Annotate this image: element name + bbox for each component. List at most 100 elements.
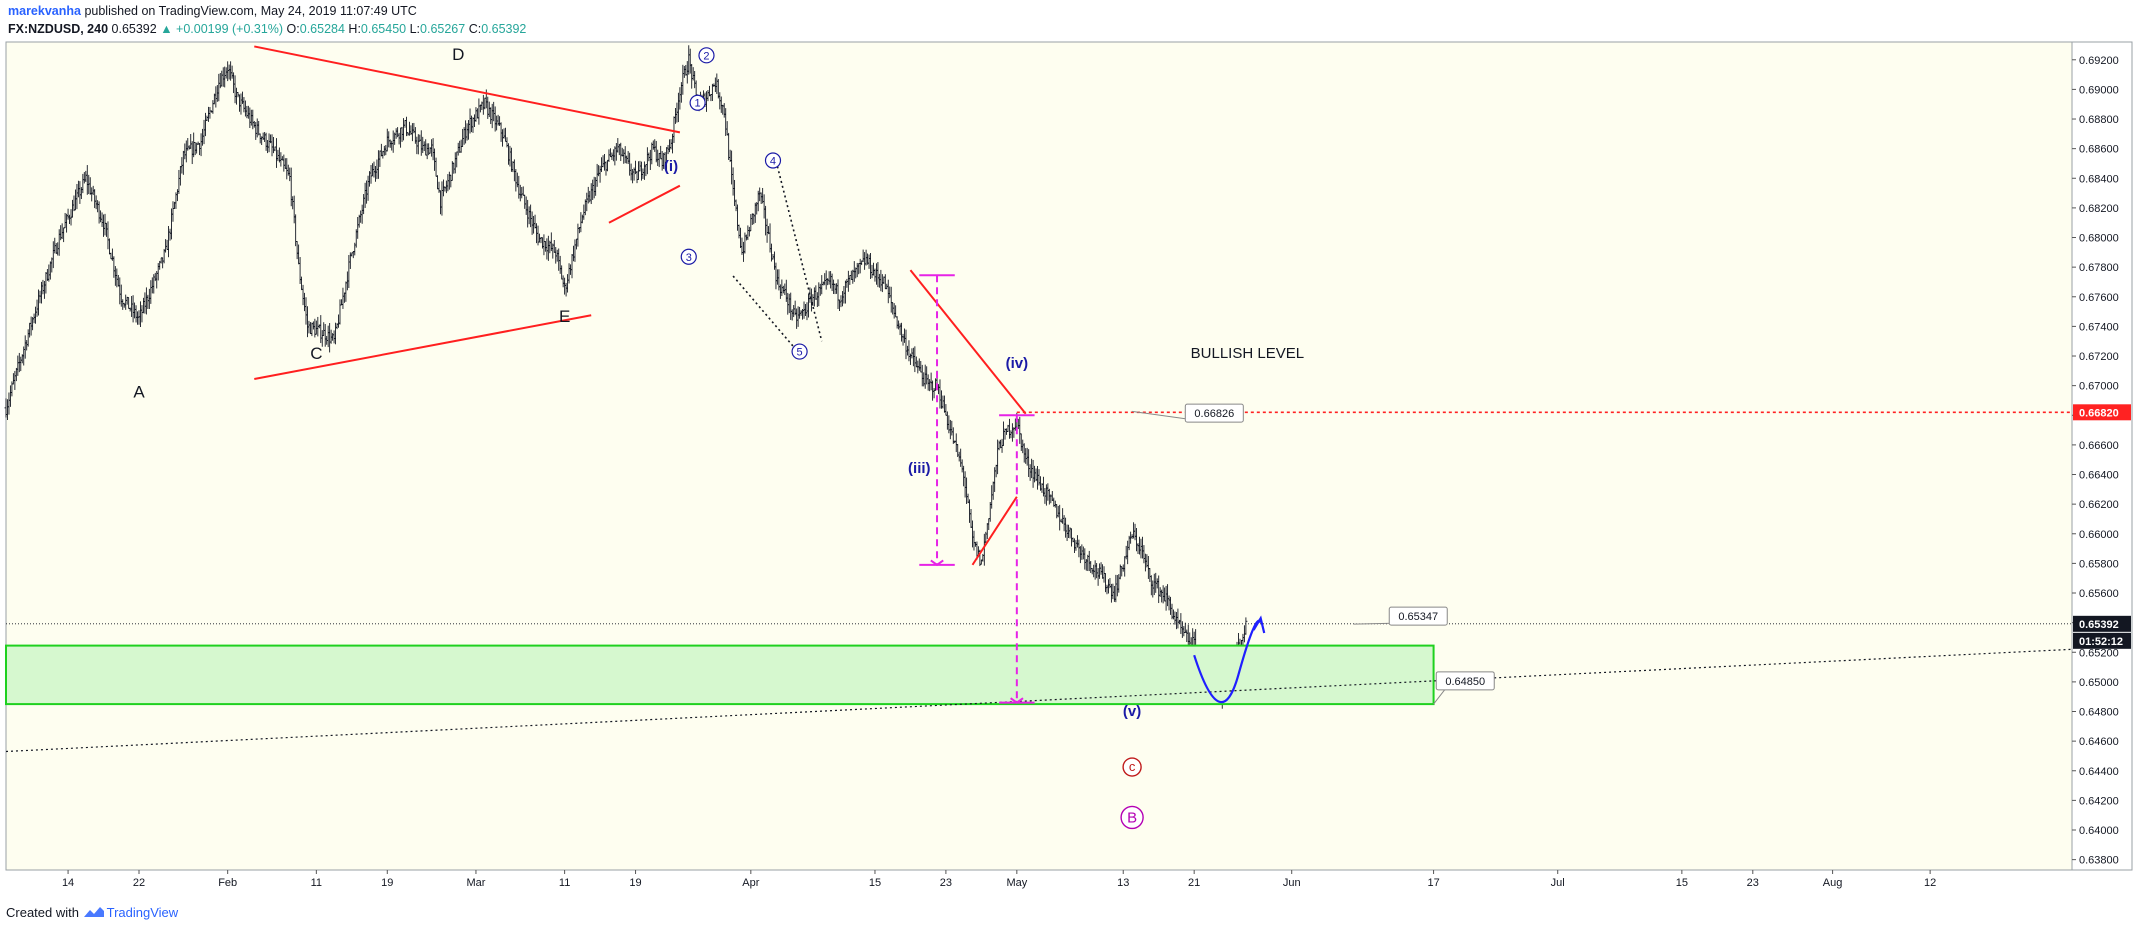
price-tick-label: 0.66000 [2079,529,2119,541]
countdown-badge-label: 01:52:12 [2079,636,2123,648]
countdown-badge [2073,632,2131,649]
bullish-level-price-badge [2073,404,2131,421]
price-tick-label: 0.65200 [2079,647,2119,659]
wave-label-e: E [559,307,570,326]
time-axis[interactable]: 14 22 Feb 11 19 Mar 11 19 Apr 15 23 May 13 21 Jun 17 Jul… [62,870,1936,889]
time-tick-label: 11 [559,877,570,889]
time-tick-label: 14 [62,877,74,889]
time-tick-label: 11 [311,877,322,889]
symbol-ohlc-line: FX:NZDUSD, 240 0.65392 ▲ +0.00199 (+0.31… [8,20,526,39]
price-tick-label: 0.65800 [2079,558,2119,570]
created-with-label: Created with [6,905,79,920]
price-tick-label: 0.66600 [2079,440,2119,452]
price-tick-label: 0.64600 [2079,736,2119,748]
time-tick-label: 13 [1117,877,1129,889]
high-value: 0.65450 [360,22,407,36]
wave-label-v: (v) [1123,703,1141,720]
price-tick-label: 0.68600 [2079,144,2119,156]
bullish-level-label: BULLISH LEVEL [1191,345,1304,362]
circled-wave-5-ring [791,343,808,360]
publish-line: marekvanha published on TradingView.com,… [8,2,417,21]
demand-zone [5,644,1435,706]
circled-B-label: B [1127,809,1137,826]
time-tick-label: Aug [1823,877,1843,889]
time-tick-label: 19 [381,877,393,889]
wave-iv-upper-trendline [909,269,1027,415]
time-tick-label: Jun [1283,877,1301,889]
wave-4-5-dotted-line [776,166,823,342]
callout-label-2: 0.65347 [1398,611,1438,623]
time-tick-label: 21 [1188,877,1200,889]
circled-wave-2: 2 [703,50,709,62]
circled-wave-1-ring [689,94,706,111]
price-tick-label: 0.68200 [2079,203,2119,215]
circled-wave-3: 3 [686,252,692,264]
price-tick-label: 0.64000 [2079,825,2119,837]
time-tick-label: 17 [1427,877,1439,889]
circled-wave-5: 5 [797,347,803,359]
last-price-badge-label: 0.65392 [2079,619,2119,631]
wave-iv-lower-trendline [971,496,1018,566]
price-tick-label: 0.66400 [2079,470,2119,482]
projection-arrow-2 [1010,697,1024,704]
wave-3-5-dotted-line [732,275,796,350]
callout-label-3: 0.64850 [1445,676,1485,688]
price-tick-label: 0.66200 [2079,499,2119,511]
price-tick-label: 0.67400 [2079,321,2119,333]
close-value: 0.65392 [481,22,527,36]
circled-wave-2-ring [698,47,715,64]
callout-box-1 [1184,403,1244,423]
reversal-curve [1193,619,1262,704]
callout-label-1: 0.66826 [1194,408,1234,420]
triangle-lower-trendline [254,314,592,380]
price-tick-label: 0.69200 [2079,55,2119,67]
published-text: published on TradingView.com, May 24, 20… [84,4,417,18]
bullish-level-price-label: 0.66820 [2079,407,2119,419]
tradingview-logo-icon [83,907,104,917]
triangle-upper-trendline [254,45,681,134]
footer: Created with TradingView [6,905,178,920]
time-tick-label: Jul [1551,877,1565,889]
tradingview-brand-link[interactable]: TradingView [106,905,179,920]
open-label: O: [286,22,300,36]
wedge-lower-trendline [608,184,681,224]
projection-arrow-1 [930,559,944,567]
last-price: 0.65392 [111,22,157,36]
wave-label-iv: (iv) [1006,355,1029,372]
price-tick-label: 0.68000 [2079,233,2119,245]
circled-c-ring [1122,757,1142,777]
callout-box-3 [1435,671,1495,691]
callout-leader-1 [1132,410,1196,421]
price-tick-label: 0.69000 [2079,84,2119,96]
price-tick-label: 0.67200 [2079,351,2119,363]
wave-label-d: D [452,45,464,64]
price-tick-label: 0.68800 [2079,114,2119,126]
time-tick-label: Mar [466,877,485,889]
wave-label-iii: (iii) [908,460,931,477]
time-tick-label: 12 [1924,877,1936,889]
callout-leader-3 [1433,687,1447,705]
annotation-overlay: A C D E BULLISH LEVEL (i) (iii) (iv) (v) 1 2 3 4 5 c B 0… [5,45,2073,830]
circled-wave-3-ring [680,248,697,265]
time-tick-label: 22 [133,877,145,889]
price-axis[interactable]: 0.69200 0.69000 0.68800 0.68600 0.68400 0.682… [2072,55,2131,867]
circled-wave-4: 4 [770,155,776,167]
symbol-label[interactable]: FX:NZDUSD, 240 [8,22,109,36]
circled-B-ring [1120,805,1144,830]
price-tick-label: 0.67800 [2079,262,2119,274]
time-tick-label: 23 [1747,877,1759,889]
price-tick-label: 0.67600 [2079,292,2119,304]
author-name[interactable]: marekvanha [8,4,81,18]
wave-label-c: C [310,344,322,363]
wave-label-i: (i) [664,158,678,175]
low-value: 0.65267 [420,22,466,36]
circled-c-label: c [1129,759,1136,774]
chart-header: marekvanha published on TradingView.com,… [0,0,2137,40]
time-tick-label: 15 [869,877,881,889]
price-tick-label: 0.65000 [2079,677,2119,689]
price-axis-background[interactable] [2071,41,2133,871]
price-tick-label: 0.67000 [2079,381,2119,393]
callout-box-2 [1388,606,1448,626]
time-tick-label: 23 [940,877,952,889]
